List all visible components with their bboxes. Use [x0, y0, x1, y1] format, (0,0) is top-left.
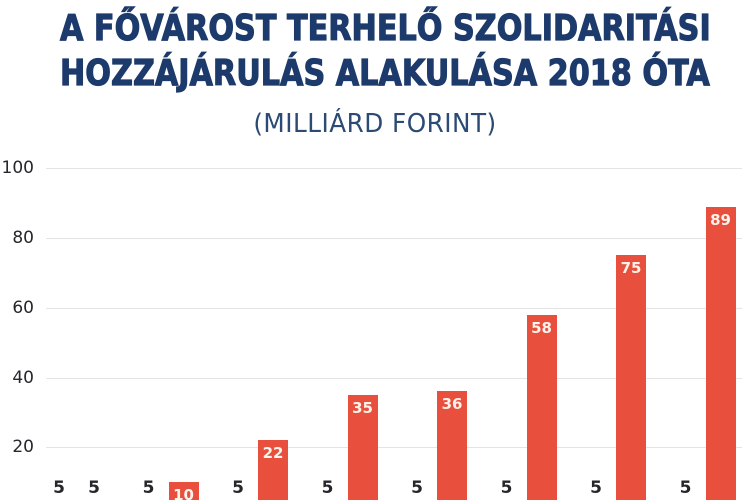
bar-value-label-red-series-3: 22: [262, 444, 284, 463]
bar-red-series-5: [437, 391, 467, 500]
chart-title-line-2: HOZZÁJÁRULÁS ALAKULÁSA 2018 ÓTA: [59, 52, 710, 94]
y-axis-label-80: 80: [12, 228, 34, 248]
bar-value-label-red-series-6: 58: [531, 318, 552, 337]
bar-value-label-red-series-8: 89: [710, 210, 731, 229]
bar-value-label-navy-series-6: 5: [500, 477, 513, 498]
gridline-100: [46, 168, 742, 170]
chart-subtitle: (MILLIÁRD FORINT): [253, 109, 497, 139]
bar-red-series-2: [168, 482, 199, 500]
chart-header: A FŐVÁROST TERHELŐ SZOLIDARITÁSI HOZZÁJÁ…: [0, 6, 750, 139]
bar-value-label-navy-series-3: 5: [232, 477, 244, 498]
bar-value-label-red-series-1: 5: [88, 477, 100, 498]
bar-red-series-6: [526, 314, 557, 500]
y-axis-label-40: 40: [12, 367, 34, 388]
bar-value-label-red-series-5: 36: [441, 395, 463, 414]
bar-value-label-red-series-2: 10: [173, 486, 194, 500]
gridline-20: [46, 447, 742, 449]
y-axis-label-100: 100: [1, 158, 34, 179]
gridline-40: [46, 377, 742, 379]
bar-value-label-navy-series-1: 5: [53, 477, 65, 498]
bar-red-series-8: [705, 206, 736, 500]
bar-value-label-navy-series-8: 5: [679, 477, 692, 498]
bar-value-label-navy-series-5: 5: [411, 477, 423, 498]
gridline-60: [46, 307, 742, 309]
y-axis-label-20: 20: [12, 437, 34, 458]
y-axis-label-60: 60: [12, 297, 34, 318]
bar-value-label-red-series-7: 75: [620, 259, 642, 278]
bar-value-label-navy-series-4: 5: [321, 477, 334, 498]
gridline-80: [46, 238, 742, 239]
bar-value-label-navy-series-7: 5: [590, 477, 602, 498]
bar-red-series-3: [258, 440, 288, 500]
chart-title-line-1: A FŐVÁROST TERHELŐ SZOLIDARITÁSI: [59, 7, 711, 49]
bar-red-series-4: [347, 394, 378, 500]
bar-red-series-7: [616, 255, 646, 500]
bar-value-label-navy-series-2: 5: [142, 477, 155, 498]
bar-value-label-red-series-4: 35: [352, 398, 373, 417]
